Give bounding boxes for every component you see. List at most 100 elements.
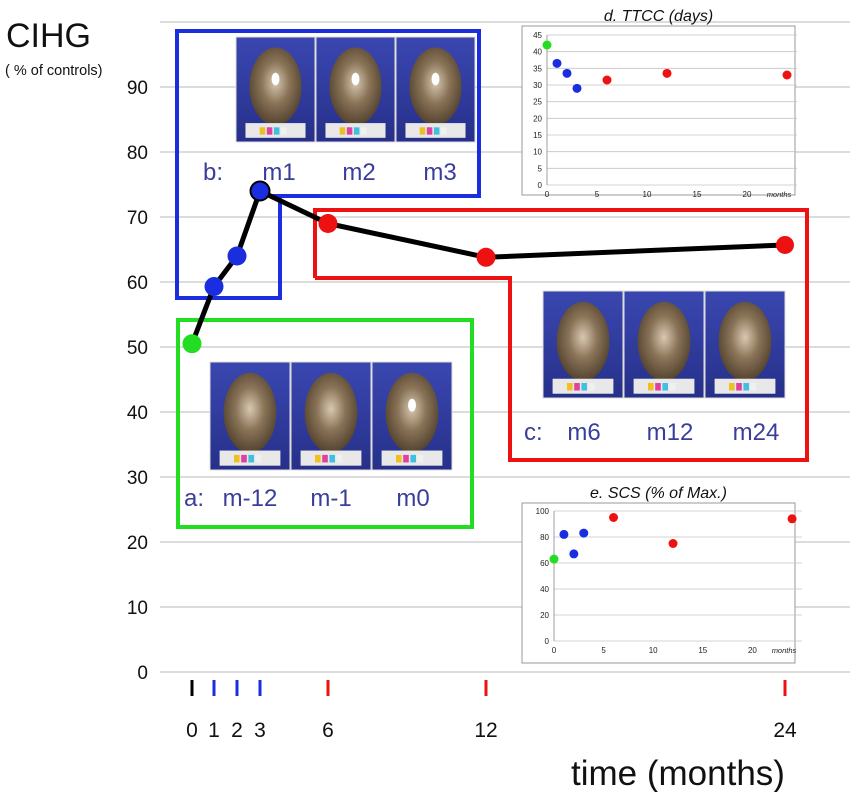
x-tick-label: 2 bbox=[231, 719, 243, 742]
inset-ttcc-frame bbox=[521, 25, 796, 196]
y-axis-subtitle: ( % of controls) bbox=[5, 63, 103, 79]
y-tick-label: 0 bbox=[137, 663, 148, 684]
inset-scs-x-tick-label: 5 bbox=[601, 646, 606, 655]
x-tick-label: 1 bbox=[208, 719, 220, 742]
inset-ttcc-y-tick-label: 5 bbox=[538, 164, 543, 173]
scalp-photo bbox=[395, 36, 476, 143]
inset-ttcc-point bbox=[782, 70, 792, 80]
inset-scs-point bbox=[579, 528, 589, 538]
inset-ttcc bbox=[521, 25, 797, 196]
data-point bbox=[182, 334, 202, 354]
inset-ttcc-y-tick-label: 15 bbox=[533, 131, 542, 140]
scalp-photo bbox=[290, 361, 372, 471]
inset-scs-x-tick-label: 20 bbox=[748, 646, 757, 655]
group-c-label: m6 bbox=[567, 419, 600, 446]
y-tick-label: 10 bbox=[127, 598, 148, 619]
group-c-tag: c: bbox=[524, 419, 543, 446]
data-point bbox=[776, 235, 794, 254]
inset-ttcc-x-tick-label: 20 bbox=[743, 190, 752, 199]
inset-scs-y-tick-label: 100 bbox=[536, 507, 550, 516]
scalp-photo bbox=[371, 361, 453, 471]
group-b-label: m1 bbox=[262, 159, 295, 186]
y-tick-label: 80 bbox=[127, 143, 148, 164]
group-c-label: m24 bbox=[733, 419, 780, 446]
y-axis-title: CIHG bbox=[6, 17, 91, 55]
x-tick-label: 0 bbox=[186, 719, 198, 742]
inset-scs-y-tick-label: 60 bbox=[540, 559, 549, 568]
inset-scs-frame bbox=[521, 502, 796, 664]
group-a-label: m-1 bbox=[310, 485, 351, 512]
inset-ttcc-point bbox=[662, 68, 672, 78]
inset-ttcc-title: d. TTCC (days) bbox=[604, 8, 713, 25]
inset-scs-point bbox=[609, 513, 619, 522]
x-tick-label: 3 bbox=[254, 719, 266, 742]
inset-ttcc-y-tick-label: 30 bbox=[533, 81, 542, 90]
inset-scs-title: e. SCS (% of Max.) bbox=[590, 485, 727, 502]
scalp-photo bbox=[542, 290, 624, 399]
group-a-box bbox=[176, 318, 474, 529]
data-point bbox=[204, 277, 224, 297]
inset-ttcc-point bbox=[602, 75, 612, 85]
inset-scs-point bbox=[668, 539, 678, 548]
inset-scs-point bbox=[787, 514, 797, 524]
inset-ttcc-point bbox=[552, 58, 562, 68]
inset-scs-y-tick-label: 0 bbox=[545, 637, 550, 646]
y-tick-label: 40 bbox=[127, 403, 148, 424]
inset-scs-point bbox=[559, 529, 569, 539]
y-tick-label: 60 bbox=[127, 273, 148, 294]
inset-scs-y-tick-label: 40 bbox=[540, 585, 549, 594]
inset-ttcc-y-tick-label: 45 bbox=[533, 31, 542, 40]
inset-scs-y-tick-label: 20 bbox=[540, 611, 549, 620]
inset-ttcc-y-tick-label: 35 bbox=[533, 64, 542, 73]
inset-scs-y-tick-label: 80 bbox=[540, 533, 549, 542]
group-c-label: m12 bbox=[647, 419, 694, 446]
inset-ttcc-y-tick-label: 10 bbox=[533, 148, 542, 157]
x-tick-label: 6 bbox=[322, 719, 334, 742]
group-a-tag: a: bbox=[184, 485, 204, 512]
inset-ttcc-point bbox=[562, 68, 572, 78]
inset-scs-x-tick-label: 10 bbox=[649, 646, 658, 655]
y-tick-label: 30 bbox=[127, 468, 148, 489]
y-tick-label: 90 bbox=[127, 78, 148, 99]
group-b-label: m2 bbox=[342, 159, 375, 186]
x-tick-label: 12 bbox=[474, 719, 497, 742]
inset-scs-point bbox=[549, 554, 559, 564]
inset-ttcc-y-tick-label: 40 bbox=[533, 48, 542, 57]
inset-scs bbox=[521, 502, 802, 664]
data-point bbox=[227, 246, 247, 266]
inset-ttcc-x-tick-label: 15 bbox=[693, 190, 702, 199]
scalp-photo bbox=[704, 290, 786, 399]
inset-scs-x-tick-label: 15 bbox=[698, 646, 707, 655]
group-a-label: m0 bbox=[396, 485, 429, 512]
inset-ttcc-y-tick-label: 20 bbox=[533, 114, 542, 123]
group-a-label: m-12 bbox=[223, 485, 278, 512]
group-b-tag: b: bbox=[203, 159, 223, 186]
inset-scs-point bbox=[569, 549, 579, 559]
data-point bbox=[249, 180, 271, 202]
x-tick-label: 24 bbox=[773, 719, 797, 742]
scalp-photo bbox=[209, 361, 291, 471]
y-tick-label: 70 bbox=[127, 208, 148, 229]
inset-ttcc-y-tick-label: 25 bbox=[533, 98, 542, 107]
y-tick-label: 50 bbox=[127, 338, 148, 359]
group-b-box bbox=[175, 29, 481, 300]
inset-scs-x-unit: months bbox=[772, 646, 797, 655]
inset-ttcc-x-tick-label: 0 bbox=[545, 190, 550, 199]
inset-ttcc-x-tick-label: 5 bbox=[595, 190, 600, 199]
y-tick-label: 20 bbox=[127, 533, 148, 554]
inset-ttcc-point bbox=[542, 40, 552, 50]
data-point bbox=[476, 247, 496, 267]
inset-ttcc-point bbox=[572, 83, 582, 93]
x-axis-title: time (months) bbox=[571, 754, 785, 792]
scalp-photo bbox=[235, 36, 316, 143]
inset-ttcc-y-tick-label: 0 bbox=[538, 181, 543, 190]
inset-scs-x-tick-label: 0 bbox=[552, 646, 557, 655]
inset-ttcc-x-tick-label: 10 bbox=[643, 190, 652, 199]
scalp-photo bbox=[315, 36, 396, 143]
scalp-photo bbox=[623, 290, 705, 399]
inset-ttcc-x-unit: months bbox=[767, 190, 792, 199]
data-point bbox=[318, 214, 338, 233]
group-b-label: m3 bbox=[423, 159, 456, 186]
